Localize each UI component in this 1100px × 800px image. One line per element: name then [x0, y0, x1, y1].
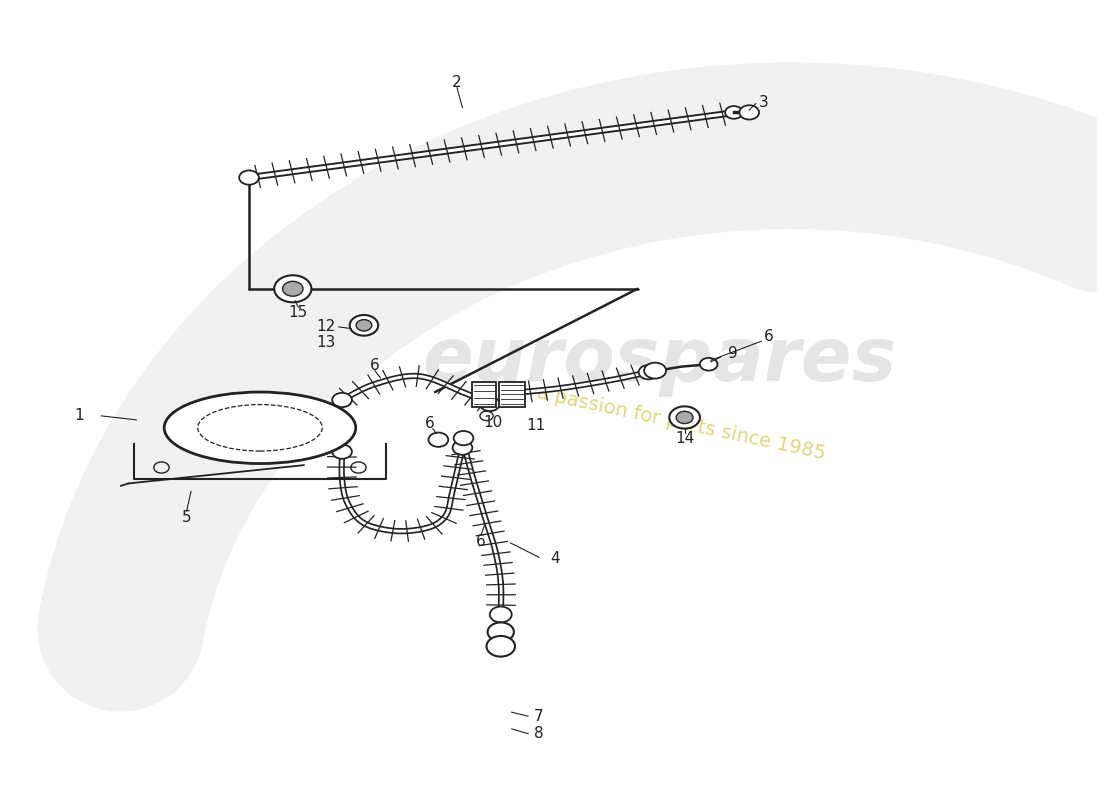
Text: 4: 4	[551, 551, 560, 566]
Text: 3: 3	[759, 94, 768, 110]
Circle shape	[739, 106, 759, 119]
Circle shape	[645, 362, 665, 378]
Circle shape	[486, 636, 515, 657]
Circle shape	[700, 358, 717, 370]
Circle shape	[487, 622, 514, 642]
Text: 6: 6	[425, 416, 435, 431]
Circle shape	[725, 106, 742, 118]
Circle shape	[283, 282, 302, 296]
FancyBboxPatch shape	[498, 382, 525, 407]
Text: 5: 5	[182, 510, 191, 525]
Ellipse shape	[164, 392, 355, 463]
Circle shape	[490, 606, 512, 622]
Circle shape	[639, 365, 658, 379]
Circle shape	[332, 393, 352, 407]
Text: 10: 10	[484, 414, 503, 430]
Circle shape	[356, 320, 372, 331]
Circle shape	[350, 315, 378, 336]
Text: 13: 13	[316, 335, 336, 350]
Text: 9: 9	[728, 346, 738, 362]
Text: 2: 2	[452, 74, 462, 90]
Text: 12: 12	[316, 319, 336, 334]
Circle shape	[480, 397, 499, 411]
Text: 6: 6	[764, 329, 773, 344]
Text: a passion for parts since 1985: a passion for parts since 1985	[535, 384, 827, 464]
Circle shape	[676, 411, 693, 423]
Text: 15: 15	[288, 305, 308, 320]
Text: 1: 1	[75, 408, 85, 423]
Text: 8: 8	[535, 726, 543, 741]
Text: 6: 6	[370, 358, 379, 374]
Circle shape	[274, 275, 311, 302]
Text: 7: 7	[535, 709, 543, 724]
Circle shape	[429, 433, 448, 447]
Text: eurospares: eurospares	[422, 324, 896, 397]
Text: 6: 6	[476, 534, 486, 549]
Circle shape	[239, 170, 258, 185]
Circle shape	[452, 441, 472, 455]
Text: 14: 14	[675, 430, 694, 446]
Circle shape	[453, 431, 473, 446]
Circle shape	[669, 406, 700, 429]
Text: 11: 11	[526, 418, 546, 433]
FancyBboxPatch shape	[472, 382, 496, 407]
Circle shape	[332, 445, 352, 458]
